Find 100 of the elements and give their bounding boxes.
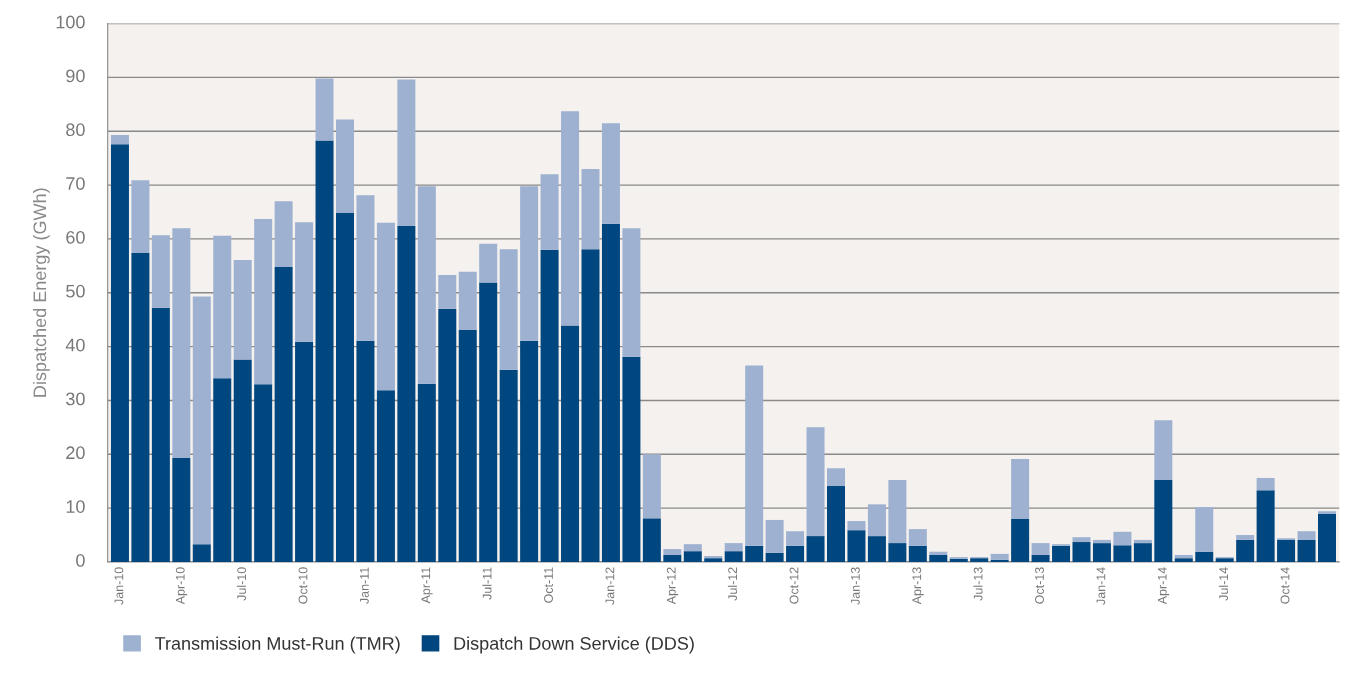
bar (765, 519, 784, 553)
bar (1113, 531, 1132, 546)
x-tick-label: Jul-13 (973, 567, 983, 601)
y-tick-label: 60 (66, 230, 85, 244)
x-tick-label: Apr-11 (421, 567, 433, 604)
bar (929, 551, 948, 555)
bar (1174, 554, 1193, 559)
bar (213, 235, 232, 379)
bar (745, 545, 764, 562)
y-tick-label: 10 (66, 500, 85, 513)
bar (110, 135, 129, 145)
x-tick-label: Apr-12 (666, 567, 679, 605)
y-tick-label: 40 (65, 338, 85, 352)
bar (520, 340, 539, 562)
bar (826, 468, 845, 487)
bar (786, 545, 805, 562)
bar (990, 553, 1009, 560)
bar (1011, 459, 1030, 519)
bar (315, 140, 334, 562)
x-tick-label: Oct-14 (1280, 567, 1290, 604)
bar (499, 249, 518, 370)
bar (908, 529, 927, 546)
bar (192, 544, 211, 562)
bar (847, 530, 866, 562)
bar (274, 201, 293, 267)
bar (1092, 539, 1111, 544)
bar (274, 266, 293, 562)
bar (1297, 539, 1316, 562)
bar (1133, 539, 1152, 544)
legend-label: Dispatch Down Service (DDS) (454, 636, 694, 654)
bar (356, 195, 375, 341)
bar (1031, 554, 1050, 562)
bar (438, 308, 457, 562)
bar (1277, 539, 1296, 562)
bar (642, 454, 661, 519)
bar (622, 228, 641, 357)
bar (192, 296, 211, 545)
bar (1011, 518, 1030, 562)
bar (397, 79, 416, 226)
bar (888, 480, 907, 544)
y-tick-label: 30 (66, 392, 85, 406)
bar (990, 559, 1009, 562)
bar (295, 222, 314, 342)
bar (499, 369, 518, 562)
x-tick-label: Jul-11 (482, 567, 492, 600)
bar (417, 383, 436, 562)
bar (540, 249, 559, 562)
x-tick-label: Jan-10 (114, 567, 124, 605)
bar (683, 544, 702, 552)
bar (581, 168, 600, 250)
bar (888, 543, 907, 562)
bar (233, 259, 252, 360)
x-tick-label: Jan-11 (360, 567, 369, 604)
bar (151, 235, 170, 308)
bar (520, 186, 539, 341)
bar (458, 329, 477, 562)
bar (867, 536, 886, 562)
bar (335, 213, 354, 562)
bar (867, 504, 886, 537)
y-tick-label: 20 (66, 446, 85, 460)
bar (806, 536, 825, 562)
bar (663, 549, 682, 555)
bar (1317, 514, 1336, 562)
bar (1072, 542, 1091, 562)
x-tick-label: Oct-13 (1035, 567, 1044, 604)
bar (1317, 511, 1336, 515)
bar (458, 271, 477, 330)
y-tick-label: 70 (66, 177, 85, 190)
bar (438, 274, 457, 309)
bar (745, 365, 764, 546)
bar (1256, 477, 1275, 491)
x-tick-label: Apr-13 (912, 567, 924, 605)
bar (1092, 543, 1111, 562)
bar (335, 119, 354, 214)
bar (376, 390, 395, 562)
bar (417, 186, 436, 384)
bar (540, 174, 559, 250)
bar (1174, 558, 1193, 562)
bar (663, 554, 682, 562)
bar (847, 521, 866, 531)
bar (254, 218, 273, 385)
bar (479, 243, 498, 283)
bar (1052, 545, 1071, 562)
bar (929, 554, 948, 562)
bar (356, 340, 375, 562)
bar (724, 551, 743, 562)
bar (826, 486, 845, 562)
bar (601, 223, 620, 562)
bar (1154, 420, 1173, 481)
bar (1113, 545, 1132, 562)
bar (1031, 543, 1050, 555)
bar (1236, 535, 1255, 540)
bar (1195, 551, 1214, 562)
x-tick-label: Jul-14 (1218, 567, 1229, 601)
bar (1256, 490, 1275, 562)
x-tick-label: Jan-13 (850, 567, 860, 605)
bar (376, 222, 395, 391)
bar (213, 378, 232, 562)
bar (622, 356, 641, 562)
bar (110, 144, 129, 562)
